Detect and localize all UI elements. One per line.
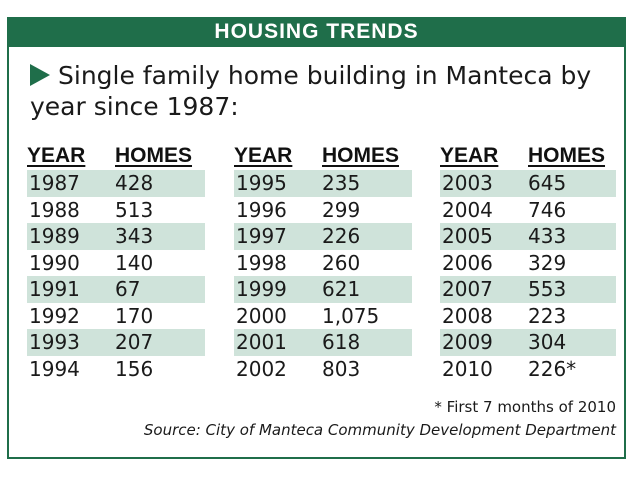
table-row: 1997 226	[234, 223, 412, 250]
header-year: YEAR	[234, 144, 293, 167]
footnote: * First 7 months of 2010	[434, 398, 616, 416]
table-row: 1993 207	[27, 329, 205, 356]
table-row: 2002 803	[234, 356, 412, 383]
header-title: HOUSING TRENDS	[214, 20, 419, 43]
homes-cell: 170	[115, 303, 154, 328]
homes-cell: 553	[528, 277, 567, 302]
year-cell: 2003	[442, 171, 493, 196]
table-column-3: YEAR HOMES 2003 645 2004 746 2005 433 2006 329 2…	[440, 138, 616, 382]
homes-cell: 621	[322, 277, 361, 302]
homes-cell: 223	[528, 303, 567, 328]
table-row: 1995 235	[234, 170, 412, 197]
triangle-arrow-icon	[30, 64, 50, 86]
homes-cell: 513	[115, 197, 154, 222]
table-rows: 2003 645 2004 746 2005 433 2006 329 2007 553 2008 2…	[440, 170, 616, 382]
table-column-2: YEAR HOMES 1995 235 1996 299 1997 226 1998 260 1…	[234, 138, 412, 382]
year-cell: 1997	[236, 224, 287, 249]
table-row: 2005 433	[440, 223, 616, 250]
year-cell: 1999	[236, 277, 287, 302]
year-cell: 2006	[442, 250, 493, 275]
table-row: 1994 156	[27, 356, 205, 383]
homes-cell: 207	[115, 330, 154, 355]
table-row: 1996 299	[234, 197, 412, 224]
homes-cell: 618	[322, 330, 361, 355]
year-cell: 2007	[442, 277, 493, 302]
homes-cell: 1,075	[322, 303, 380, 328]
table-row: 1998 260	[234, 250, 412, 277]
year-cell: 2004	[442, 197, 493, 222]
header-homes: HOMES	[322, 144, 400, 167]
year-cell: 1987	[29, 171, 80, 196]
source-credit: Source: City of Manteca Community Develo…	[143, 421, 616, 439]
header-homes: HOMES	[528, 144, 606, 167]
header-homes: HOMES	[115, 144, 193, 167]
homes-cell: 803	[322, 356, 361, 381]
column-header: YEAR HOMES	[27, 138, 205, 168]
table-row: 1992 170	[27, 303, 205, 330]
table-row: 2007 553	[440, 276, 616, 303]
homes-cell: 343	[115, 224, 154, 249]
year-cell: 2009	[442, 330, 493, 355]
year-cell: 2005	[442, 224, 493, 249]
year-cell: 1993	[29, 330, 80, 355]
year-cell: 1994	[29, 356, 80, 381]
table-row: 1999 621	[234, 276, 412, 303]
table-rows: 1987 428 1988 513 1989 343 1990 140 1991 67 1992 17…	[27, 170, 205, 382]
homes-cell: 67	[115, 277, 141, 302]
table-column-1: YEAR HOMES 1987 428 1988 513 1989 343 1990 140 1…	[27, 138, 205, 382]
homes-cell: 645	[528, 171, 567, 196]
header-year: YEAR	[440, 144, 499, 167]
year-cell: 1995	[236, 171, 287, 196]
table-row: 1987 428	[27, 170, 205, 197]
homes-cell: 226	[322, 224, 361, 249]
table-row: 2004 746	[440, 197, 616, 224]
table-rows: 1995 235 1996 299 1997 226 1998 260 1999 621 2000 1…	[234, 170, 412, 382]
table-row: 2010 226*	[440, 356, 616, 383]
homes-cell: 156	[115, 356, 154, 381]
column-header: YEAR HOMES	[440, 138, 616, 168]
year-cell: 2008	[442, 303, 493, 328]
header-bar: HOUSING TRENDS	[7, 17, 626, 47]
homes-cell: 299	[322, 197, 361, 222]
year-cell: 1996	[236, 197, 287, 222]
year-cell: 1991	[29, 277, 80, 302]
table-row: 2000 1,075	[234, 303, 412, 330]
year-cell: 1990	[29, 250, 80, 275]
column-header: YEAR HOMES	[234, 138, 412, 168]
table-row: 1988 513	[27, 197, 205, 224]
homes-cell: 304	[528, 330, 567, 355]
table-row: 1990 140	[27, 250, 205, 277]
homes-cell: 433	[528, 224, 567, 249]
year-cell: 2000	[236, 303, 287, 328]
homes-cell: 140	[115, 250, 154, 275]
homes-cell: 746	[528, 197, 567, 222]
header-year: YEAR	[27, 144, 86, 167]
homes-cell: 235	[322, 171, 361, 196]
table-row: 2008 223	[440, 303, 616, 330]
subtitle-text: Single family home building in Manteca b…	[30, 61, 592, 121]
table-row: 2003 645	[440, 170, 616, 197]
homes-cell: 260	[322, 250, 361, 275]
table-row: 2006 329	[440, 250, 616, 277]
year-cell: 1992	[29, 303, 80, 328]
table-row: 2009 304	[440, 329, 616, 356]
table-row: 2001 618	[234, 329, 412, 356]
year-cell: 1989	[29, 224, 80, 249]
homes-cell: 226*	[528, 356, 577, 381]
table-row: 1989 343	[27, 223, 205, 250]
year-cell: 2002	[236, 356, 287, 381]
year-cell: 2010	[442, 356, 493, 381]
year-cell: 2001	[236, 330, 287, 355]
table-row: 1991 67	[27, 276, 205, 303]
subtitle: Single family home building in Manteca b…	[30, 60, 610, 122]
homes-cell: 329	[528, 250, 567, 275]
homes-cell: 428	[115, 171, 154, 196]
year-cell: 1998	[236, 250, 287, 275]
year-cell: 1988	[29, 197, 80, 222]
